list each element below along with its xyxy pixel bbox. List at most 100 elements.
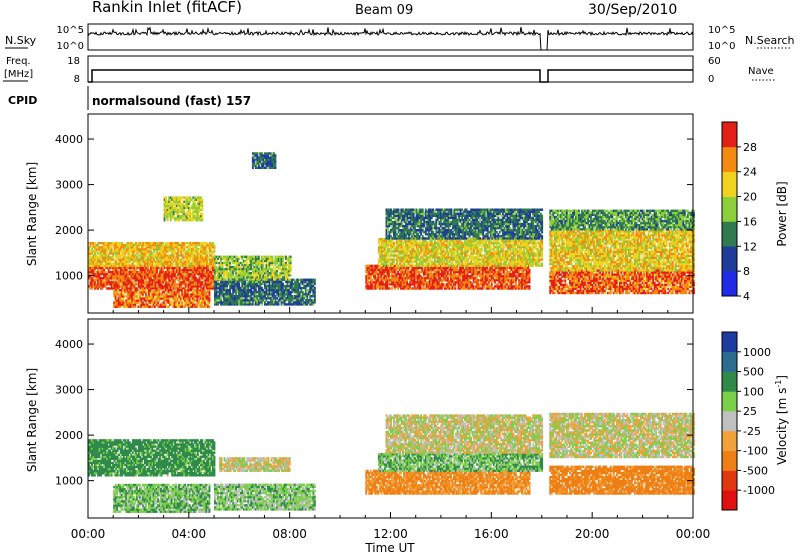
heatmap-cell [125,301,128,304]
heatmap-cell [110,283,113,286]
heatmap-cell [233,297,236,300]
heatmap-cell [174,252,177,255]
heatmap-cell [224,297,227,300]
heatmap-cell [184,301,187,304]
heatmap-cell [267,288,269,292]
heatmap-cell [309,301,312,304]
heatmap-cell [282,290,284,294]
heatmap-cell [112,266,115,270]
heatmap-cell [375,283,378,286]
heatmap-cell [128,248,131,251]
heatmap-cell [276,272,278,275]
heatmap-cell [187,246,190,249]
heatmap-cell [125,248,128,251]
heatmap-cell [196,299,199,302]
heatmap-cell [137,277,140,280]
heatmap-cell [270,158,272,161]
heatmap-cell [125,283,128,286]
heatmap-cell [147,262,149,265]
heatmap-cell [267,303,269,306]
heatmap-cell [226,282,228,286]
heatmap-cell [181,305,184,308]
heatmap-cell [134,256,137,259]
heatmap-cell [254,274,257,277]
heatmap-cell [125,277,128,280]
heatmap-cell [273,154,275,157]
heatmap-cell [227,282,230,286]
heatmap-cell [267,152,269,155]
heatmap-cell [190,272,193,276]
heatmap-cell [190,216,193,220]
heatmap-cell [235,255,238,258]
heatmap-cell [147,244,149,247]
heatmap-cell [274,282,277,286]
heatmap-cell [127,250,130,253]
heatmap-cell [122,285,125,288]
heatmap-cell [166,258,169,261]
heatmap-cell [199,248,202,251]
heatmap-cell [270,280,272,284]
heatmap-cell [92,279,95,282]
heatmap-cell [279,280,281,284]
heatmap-cell [201,250,204,253]
heatmap-cell [221,278,224,281]
heatmap-cell [159,244,161,247]
heatmap-cell [232,257,235,261]
heatmap-cell [189,198,192,201]
heatmap-cell [185,299,188,302]
heatmap-cell [114,305,117,308]
beam-label: Beam 09 [355,3,413,18]
heatmap-cell [180,250,183,253]
heatmap-cell [198,285,201,288]
heatmap-cell [169,297,172,300]
heatmap-cell [250,280,253,284]
heatmap-cell [115,264,118,267]
heatmap-cell [190,287,193,290]
heatmap-cell [131,272,134,276]
heatmap-cell [165,252,167,255]
heatmap-cell [270,255,272,258]
heatmap-cell [175,285,178,288]
heatmap-cell [142,258,145,261]
heatmap-cell [160,266,163,270]
heatmap-cell [190,244,193,247]
heatmap-cell [380,281,383,284]
heatmap-cell [303,303,306,306]
heatmap-cell [129,303,132,306]
heatmap-cell [183,200,186,203]
heatmap-cell [184,216,187,220]
heatmap-cell [153,281,155,284]
heatmap-cell [94,283,96,286]
heatmap-cell [199,254,202,257]
heatmap-cell [171,266,174,270]
heatmap-cell [124,270,127,274]
heatmap-cell [148,258,151,261]
heatmap-cell [199,268,202,272]
heatmap-cell [184,285,187,288]
heatmap-cell [277,286,280,290]
heatmap-cell [160,303,162,306]
heatmap-cell [199,266,202,270]
heatmap-cell [229,286,232,290]
heatmap-cell [244,303,247,306]
heatmap-cell [107,266,110,270]
heatmap-cell [227,290,230,294]
heatmap-cell [195,281,198,284]
heatmap-cell [289,286,292,290]
heatmap-cell [190,277,193,280]
heatmap-cell [313,282,316,286]
heatmap-cell [149,301,152,304]
heatmap-cell [239,265,242,269]
heatmap-cell [294,288,297,292]
heatmap-cell [245,255,248,258]
heatmap-cell [153,246,155,249]
heatmap-cell [128,264,131,267]
heatmap-cell [247,255,250,258]
heatmap-cell [280,284,283,288]
heatmap-cell [148,295,150,298]
heatmap-cell [366,285,369,288]
heatmap-cell [154,293,156,296]
heatmap-cell [144,264,146,268]
heatmap-cell [129,289,132,292]
heatmap-cell [214,290,216,294]
